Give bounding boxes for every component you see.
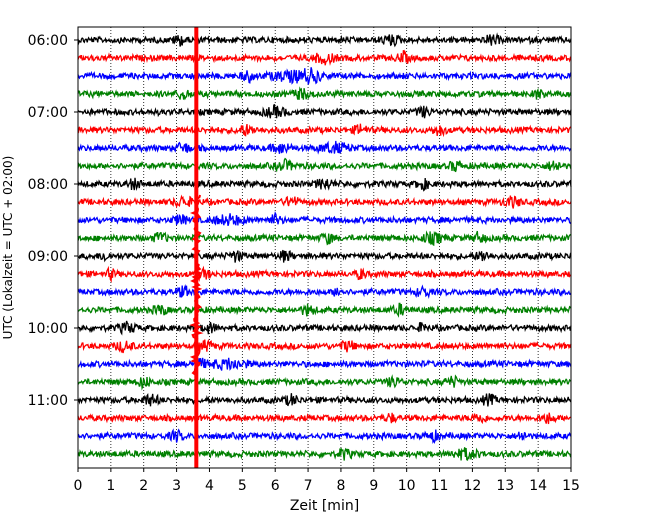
y-axis-label: UTC (Lokalzeit = UTC + 02:00) — [1, 156, 15, 340]
x-tick-label: 5 — [238, 478, 247, 494]
x-tick-label: 15 — [562, 478, 580, 494]
trace-line — [77, 302, 572, 318]
x-tick-label: 12 — [463, 478, 481, 494]
x-tick-label: 13 — [496, 478, 514, 494]
trace-line — [77, 140, 572, 155]
x-axis-ticks: 0 1 2 3 4 5 6 7 8 9 10 11 12 13 14 15 — [74, 468, 580, 494]
trace-line — [77, 249, 572, 263]
x-tick-label: 8 — [336, 478, 345, 494]
trace-line — [77, 194, 572, 209]
trace-line — [77, 157, 572, 173]
trace-line — [77, 123, 572, 138]
trace-line — [77, 67, 572, 85]
trace-line — [77, 230, 572, 247]
plot-frame — [77, 26, 572, 469]
x-tick-label: 0 — [74, 478, 83, 494]
y-tick-label: 07:00 — [28, 105, 68, 121]
trace-line — [77, 284, 572, 299]
x-tick-label: 6 — [271, 478, 280, 494]
x-tick-label: 11 — [431, 478, 449, 494]
trace-layer — [77, 32, 572, 461]
trace-line — [77, 49, 572, 66]
trace-line — [77, 412, 572, 425]
x-tick-label: 3 — [172, 478, 181, 494]
trace-line — [77, 320, 572, 336]
y-tick-label: 08:00 — [28, 177, 68, 193]
trace-line — [77, 338, 572, 354]
y-tick-label: 11:00 — [28, 393, 68, 409]
trace-line — [77, 86, 572, 101]
y-tick-label: 06:00 — [28, 33, 68, 49]
y-tick-label: 10:00 — [28, 321, 68, 337]
trace-line — [77, 103, 572, 119]
y-tick-label: 09:00 — [28, 249, 68, 265]
trace-line — [77, 177, 572, 192]
trace-line — [77, 392, 572, 407]
marker-layer — [189, 27, 204, 468]
x-axis-label: Zeit [min] — [290, 498, 359, 514]
x-tick-label: 9 — [369, 478, 378, 494]
x-tick-label: 7 — [304, 478, 313, 494]
event-marker-burst — [189, 194, 204, 376]
y-axis-ticks: 06:00 07:00 08:00 09:00 10:00 11:00 — [28, 33, 78, 409]
x-tick-label: 2 — [139, 478, 148, 494]
trace-line — [77, 211, 572, 226]
x-tick-label: 1 — [106, 478, 115, 494]
trace-line — [77, 265, 572, 283]
x-tick-label: 14 — [529, 478, 547, 494]
trace-line — [77, 357, 572, 371]
trace-line — [77, 32, 572, 48]
x-tick-label: 10 — [398, 478, 416, 494]
trace-line — [77, 447, 572, 461]
trace-line — [77, 428, 572, 444]
trace-line — [77, 374, 572, 391]
x-tick-label: 4 — [205, 478, 214, 494]
